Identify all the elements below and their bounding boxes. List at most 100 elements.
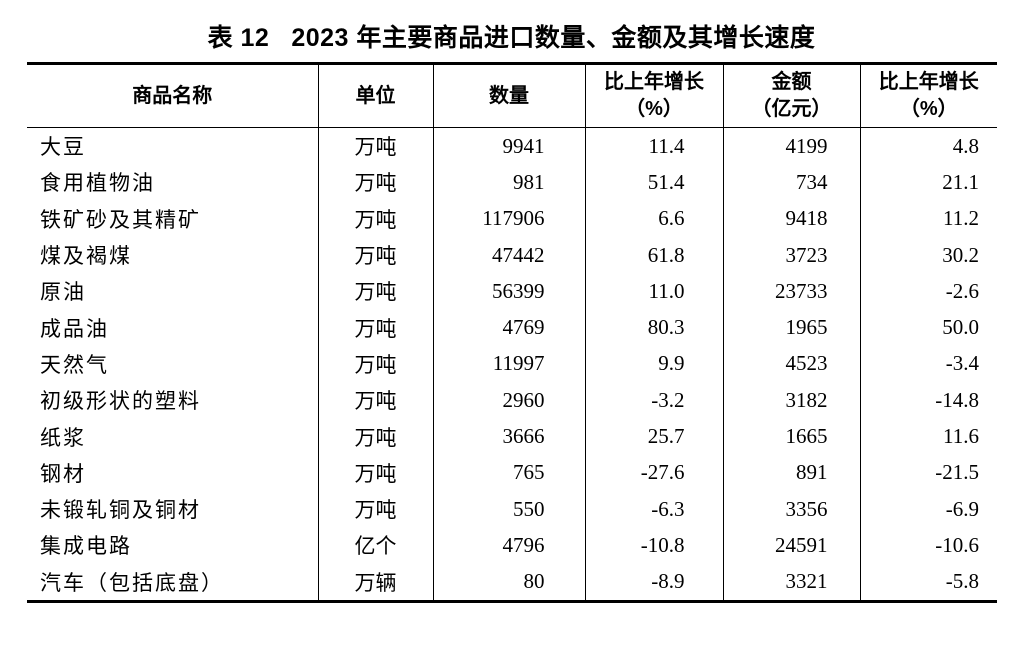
cell-quantity-growth: 11.4 [585, 127, 724, 165]
import-commodities-table: 商品名称 单位 数量 比上年增长 （%） 金额 （亿元） 比上年增长 （%） 大… [27, 62, 997, 603]
cell-amount-growth: -3.4 [945, 351, 979, 376]
cell-commodity-name: 集成电路 [27, 527, 319, 564]
cell-unit: 万吨 [318, 200, 434, 237]
table-row: 钢材 万吨 765 -27.6 891 -21.5 [27, 454, 997, 491]
cell-quantity: 765 [433, 454, 586, 491]
cell-amount-growth: -5.8 [945, 569, 979, 594]
cell-amount-growth: 11.6 [943, 424, 979, 449]
cell-amount-growth: 50.0 [942, 315, 979, 340]
cell-commodity-name: 食用植物油 [27, 164, 319, 201]
cell-quantity: 9941 [433, 127, 586, 165]
cell-unit: 万吨 [318, 490, 434, 528]
cell-quantity-growth: 11.0 [585, 273, 724, 310]
cell-unit: 万吨 [318, 454, 434, 491]
cell-amount: 734 [723, 164, 861, 201]
cell-unit: 万吨 [318, 418, 434, 455]
table-row: 成品油 万吨 4769 80.3 1965 50.0 [27, 309, 997, 346]
cell-quantity: 47442 [433, 236, 586, 274]
page-title: 表 12 2023 年主要商品进口数量、金额及其增长速度 [0, 14, 1023, 58]
cell-quantity-growth: -8.9 [585, 563, 724, 602]
table-row: 纸浆 万吨 3666 25.7 1665 11.6 [27, 418, 997, 455]
cell-quantity-growth: 61.8 [585, 236, 724, 274]
cell-commodity-name: 天然气 [27, 345, 319, 383]
header-cell-quantity_growth: 比上年增长 （%） [585, 63, 724, 128]
cell-amount: 3182 [723, 382, 861, 419]
table-row: 煤及褐煤 万吨 47442 61.8 3723 30.2 [27, 236, 997, 274]
cell-commodity-name: 煤及褐煤 [27, 236, 319, 274]
cell-quantity: 2960 [433, 382, 586, 419]
cell-commodity-name: 铁矿砂及其精矿 [27, 200, 319, 237]
cell-quantity-growth: 6.6 [585, 200, 724, 237]
table-row: 初级形状的塑料 万吨 2960 -3.2 3182 -14.8 [27, 382, 997, 419]
table-row: 大豆 万吨 9941 11.4 4199 4.8 [27, 127, 997, 165]
cell-commodity-name: 大豆 [27, 127, 319, 165]
cell-quantity: 981 [433, 164, 586, 201]
cell-amount-growth: -21.5 [935, 460, 979, 485]
cell-amount-growth: 21.1 [942, 169, 979, 194]
cell-amount-growth: -2.6 [945, 278, 979, 303]
cell-amount: 3321 [723, 563, 861, 602]
table-row: 铁矿砂及其精矿 万吨 117906 6.6 9418 11.2 [27, 200, 997, 237]
table-row: 汽车（包括底盘） 万辆 80 -8.9 3321 -5.8 [27, 563, 997, 602]
cell-quantity: 4769 [433, 309, 586, 346]
cell-amount-growth: 4.8 [952, 133, 979, 158]
header-cell-name: 商品名称 [27, 63, 319, 128]
cell-unit: 万吨 [318, 164, 434, 201]
table-row: 集成电路 亿个 4796 -10.8 24591 -10.6 [27, 527, 997, 564]
header-row: 商品名称 单位 数量 比上年增长 （%） 金额 （亿元） 比上年增长 （%） [27, 63, 997, 128]
cell-amount: 4199 [723, 127, 861, 165]
cell-quantity-growth: -27.6 [585, 454, 724, 491]
table-title-text: 2023 年主要商品进口数量、金额及其增长速度 [291, 24, 816, 52]
cell-unit: 万吨 [318, 382, 434, 419]
table-row: 天然气 万吨 11997 9.9 4523 -3.4 [27, 345, 997, 383]
table-row: 食用植物油 万吨 981 51.4 734 21.1 [27, 164, 997, 201]
cell-commodity-name: 初级形状的塑料 [27, 382, 319, 419]
cell-unit: 万吨 [318, 236, 434, 274]
cell-quantity: 4796 [433, 527, 586, 564]
cell-quantity: 56399 [433, 273, 586, 310]
cell-quantity-growth: -6.3 [585, 490, 724, 528]
cell-amount-growth: -10.6 [935, 532, 979, 557]
cell-quantity: 11997 [433, 345, 586, 383]
cell-unit: 万吨 [318, 309, 434, 346]
cell-amount: 891 [723, 454, 861, 491]
cell-commodity-name: 成品油 [27, 309, 319, 346]
cell-amount: 24591 [723, 527, 861, 564]
header-cell-amount_growth: 比上年增长 （%） [860, 63, 997, 128]
cell-amount: 9418 [723, 200, 861, 237]
cell-commodity-name: 汽车（包括底盘） [27, 563, 319, 602]
cell-quantity: 550 [433, 490, 586, 528]
cell-amount-growth: -6.9 [945, 496, 979, 521]
cell-quantity: 117906 [433, 200, 586, 237]
cell-commodity-name: 原油 [27, 273, 319, 310]
cell-commodity-name: 纸浆 [27, 418, 319, 455]
cell-quantity-growth: 80.3 [585, 309, 724, 346]
header-cell-quantity: 数量 [433, 63, 586, 128]
table-number-label: 表 12 [207, 24, 270, 52]
cell-quantity: 80 [433, 563, 586, 602]
cell-unit: 万吨 [318, 273, 434, 310]
cell-amount-growth: 30.2 [942, 242, 979, 267]
table-row: 未锻轧铜及铜材 万吨 550 -6.3 3356 -6.9 [27, 490, 997, 528]
cell-amount: 3356 [723, 490, 861, 528]
cell-amount: 1965 [723, 309, 861, 346]
cell-amount: 4523 [723, 345, 861, 383]
header-cell-unit: 单位 [318, 63, 434, 128]
cell-amount-growth: -14.8 [935, 387, 979, 412]
cell-amount: 1665 [723, 418, 861, 455]
cell-unit: 万吨 [318, 345, 434, 383]
cell-amount-growth: 11.2 [943, 206, 979, 231]
cell-amount: 3723 [723, 236, 861, 274]
cell-amount: 23733 [723, 273, 861, 310]
header-cell-amount: 金额 （亿元） [723, 63, 861, 128]
cell-commodity-name: 钢材 [27, 454, 319, 491]
cell-unit: 万辆 [318, 563, 434, 602]
cell-commodity-name: 未锻轧铜及铜材 [27, 490, 319, 528]
cell-quantity-growth: -3.2 [585, 382, 724, 419]
table-body: 大豆 万吨 9941 11.4 4199 4.8 食用植物油 万吨 981 51… [27, 127, 997, 602]
cell-quantity-growth: 25.7 [585, 418, 724, 455]
cell-quantity-growth: 51.4 [585, 164, 724, 201]
cell-unit: 万吨 [318, 127, 434, 165]
cell-unit: 亿个 [318, 527, 434, 564]
